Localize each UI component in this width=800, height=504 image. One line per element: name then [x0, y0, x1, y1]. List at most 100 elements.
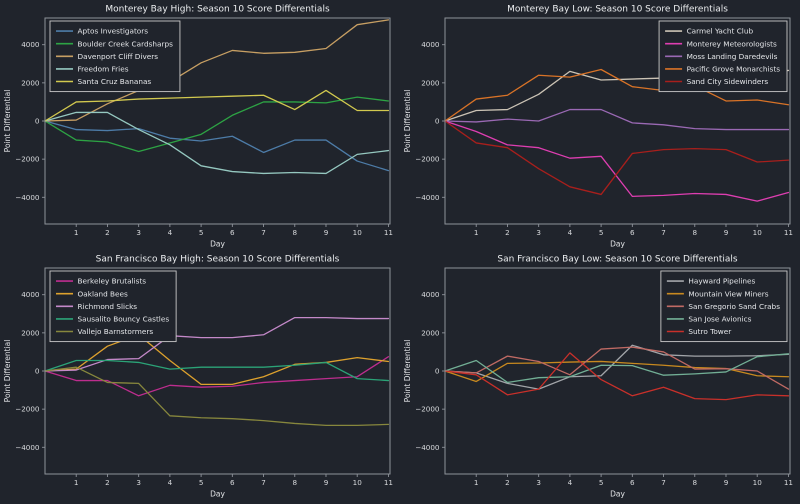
chart-title: San Francisco Bay High: Season 10 Score … [96, 255, 340, 265]
plot-border [444, 267, 791, 475]
chart-cell-san-francisco-bay-low: −4000 −2000 0 2000 4000 1 2 3 4 5 6 7 8 9 10 11 San Fran… [400, 250, 800, 500]
x-tick-label: 1 [474, 228, 479, 237]
series-line-oakland-bees [44, 334, 390, 386]
y-tick-label: 0 [435, 117, 440, 126]
x-tick-label: 5 [199, 228, 204, 237]
x-tick-label: 1 [474, 478, 479, 487]
chart-san-francisco-bay-high: −4000 −2000 0 2000 4000 1 2 3 4 5 6 7 8 9 10 11 San Fran… [0, 250, 400, 500]
x-tick-label: 6 [630, 228, 635, 237]
axes: −4000 −2000 0 2000 4000 1 2 3 4 5 6 7 8 9 10 11 [15, 290, 393, 487]
series-line-pacific-grove-monarchists [444, 68, 790, 122]
y-tick-label: 4000 [421, 290, 440, 299]
series-group [444, 68, 790, 202]
y-tick-label: −2000 [415, 155, 440, 164]
series-line-santa-cruz-bananas [44, 89, 390, 122]
x-tick-label: 7 [661, 478, 666, 487]
x-tick-label: 9 [724, 228, 729, 237]
chart-monterey-bay-low: −4000 −2000 0 2000 4000 1 2 3 4 5 6 7 8 9 10 11 Monterey… [400, 0, 800, 250]
legend-label: Oakland Bees [78, 289, 128, 298]
series-group [444, 344, 790, 401]
plot-border [44, 267, 391, 475]
legend-label: Vallejo Barnstormers [78, 327, 154, 336]
y-tick-label: 2000 [421, 78, 440, 87]
chart-cell-monterey-bay-low: −4000 −2000 0 2000 4000 1 2 3 4 5 6 7 8 9 10 11 Monterey… [400, 0, 800, 250]
legend-label: San Gregorio Sand Crabs [688, 302, 780, 311]
legend-label: Davenport Cliff Divers [78, 52, 159, 61]
series-line-sausalito-bouncy-castles [44, 359, 390, 382]
x-tick-label: 4 [568, 228, 573, 237]
x-tick-label: 10 [353, 478, 363, 487]
x-tick-label: 3 [136, 228, 141, 237]
x-tick-label: 10 [353, 228, 363, 237]
chart-cell-monterey-bay-high: −4000 −2000 0 2000 4000 1 2 3 4 5 6 7 8 9 10 11 Monterey… [0, 0, 400, 250]
legend-label: Hayward Pipelines [688, 277, 755, 286]
x-tick-label: 8 [292, 228, 297, 237]
series-line-vallejo-barnstormers [44, 366, 390, 427]
y-tick-label: 4000 [21, 40, 40, 49]
x-tick-label: 11 [384, 228, 393, 237]
x-tick-label: 3 [136, 478, 141, 487]
chart-san-francisco-bay-low: −4000 −2000 0 2000 4000 1 2 3 4 5 6 7 8 9 10 11 San Fran… [400, 250, 800, 500]
series-line-davenport-cliff-divers [44, 19, 390, 122]
series-line-richmond-slicks [44, 316, 390, 372]
x-tick-label: 11 [784, 478, 793, 487]
legend-label: Sutro Tower [688, 327, 731, 336]
y-tick-label: −4000 [415, 443, 440, 452]
x-tick-label: 7 [261, 228, 266, 237]
y-tick-label: 0 [35, 117, 40, 126]
x-tick-label: 5 [199, 478, 204, 487]
series-line-monterey-meteorologists [444, 120, 790, 202]
x-tick-label: 11 [784, 228, 793, 237]
x-axis-label: Day [210, 490, 225, 499]
y-tick-label: 4000 [21, 290, 40, 299]
legend: Carmel Yacht Club Monterey Meteorologists… [658, 20, 788, 93]
chart-title: Monterey Bay Low: Season 10 Score Differ… [507, 5, 728, 15]
series-line-sutro-tower [444, 352, 790, 401]
legend-label: Berkeley Brutalists [78, 277, 147, 286]
y-axis-label: Point Differential [3, 90, 12, 153]
series-line-aptos-investigators [44, 120, 390, 172]
y-axis-label: Point Differential [403, 90, 412, 153]
x-tick-label: 10 [753, 228, 763, 237]
x-tick-label: 2 [105, 478, 110, 487]
x-tick-label: 1 [74, 228, 79, 237]
legend-label: Moss Landing Daredevils [687, 52, 778, 61]
x-tick-label: 5 [599, 228, 604, 237]
x-tick-label: 8 [292, 478, 297, 487]
x-tick-label: 6 [630, 478, 635, 487]
legend: Hayward Pipelines Mountain View Miners San… [660, 270, 788, 343]
legend-label: Monterey Meteorologists [687, 39, 777, 48]
x-tick-label: 5 [599, 478, 604, 487]
y-tick-label: −4000 [15, 193, 40, 202]
y-tick-label: 0 [35, 367, 40, 376]
y-tick-label: 0 [435, 367, 440, 376]
y-tick-label: 2000 [21, 78, 40, 87]
chart-cell-san-francisco-bay-high: −4000 −2000 0 2000 4000 1 2 3 4 5 6 7 8 9 10 11 San Fran… [0, 250, 400, 500]
y-tick-label: −4000 [415, 193, 440, 202]
x-tick-label: 9 [324, 478, 329, 487]
x-axis-label: Day [210, 240, 225, 249]
legend-label: Richmond Slicks [78, 302, 138, 311]
chart-title: Monterey Bay High: Season 10 Score Diffe… [105, 5, 330, 15]
x-tick-label: 10 [753, 478, 763, 487]
y-tick-label: 4000 [421, 40, 440, 49]
x-tick-label: 3 [536, 228, 541, 237]
y-tick-label: 2000 [21, 328, 40, 337]
x-tick-label: 11 [384, 478, 393, 487]
series-line-sand-city-sidewinders [444, 120, 790, 196]
x-tick-label: 4 [568, 478, 573, 487]
x-axis-label: Day [610, 490, 625, 499]
x-tick-label: 8 [692, 228, 697, 237]
plot-border [444, 17, 791, 225]
series-line-freedom-fries [44, 111, 390, 175]
series-group [44, 316, 390, 427]
y-tick-label: −2000 [15, 405, 40, 414]
x-tick-label: 7 [261, 478, 266, 487]
series-line-san-jose-avionics [444, 353, 790, 384]
x-tick-label: 2 [105, 228, 110, 237]
legend-label: Mountain View Miners [688, 289, 768, 298]
series-line-hayward-pipelines [444, 344, 790, 390]
x-tick-label: 2 [505, 478, 510, 487]
legend: Berkeley Brutalists Oakland Bees Richmond … [49, 270, 177, 343]
legend-label: Sausalito Bouncy Castles [78, 315, 170, 324]
